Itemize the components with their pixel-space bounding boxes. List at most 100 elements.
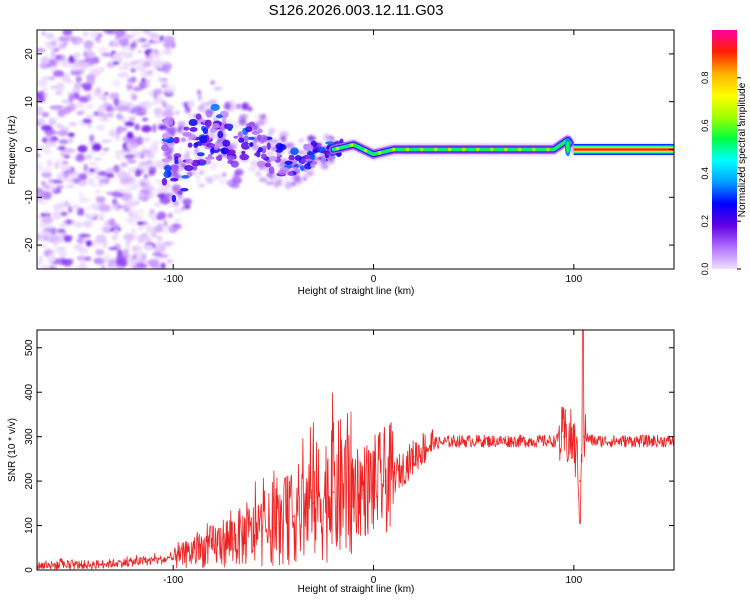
noise-blob (124, 153, 135, 160)
snr-plot-area (37, 330, 674, 570)
colorbar-tick-label: 0.0 (700, 263, 710, 276)
noise-blob (47, 253, 56, 263)
noise-blob (60, 211, 68, 217)
noise-blob (48, 58, 59, 68)
noise-blob (161, 100, 167, 108)
noise-blob (77, 179, 87, 187)
noise-blob (89, 134, 95, 143)
noise-blob (156, 222, 163, 232)
signal-blob (233, 135, 239, 139)
noise-blob (86, 93, 91, 101)
noise-blob (178, 145, 183, 153)
noise-blob (98, 96, 104, 101)
noise-blob (89, 30, 100, 39)
noise-blob (83, 256, 92, 262)
noise-blob (151, 217, 156, 224)
noise-blob (56, 246, 67, 251)
noise-blob (58, 35, 69, 42)
noise-blob (124, 200, 131, 205)
noise-blob (142, 30, 151, 34)
signal-blob (220, 124, 225, 131)
noise-blob (134, 169, 142, 177)
noise-blob (279, 130, 290, 139)
noise-blob (55, 90, 63, 96)
ridge-dot (391, 147, 396, 152)
noise-blob (137, 223, 145, 231)
noise-blob (115, 258, 128, 267)
snr-point (332, 491, 335, 494)
noise-blob (151, 48, 159, 55)
noise-blob (128, 212, 133, 217)
noise-blob (98, 212, 105, 219)
noise-blob (129, 62, 135, 70)
noise-blob (52, 211, 61, 221)
signal-blob (311, 161, 318, 165)
noise-blob (134, 123, 141, 131)
signal-blob (222, 139, 231, 147)
noise-blob (166, 225, 175, 231)
noise-blob (132, 232, 140, 241)
signal-blob (241, 141, 250, 150)
signal-blob (217, 154, 223, 162)
noise-blob (106, 62, 115, 69)
signal-blob (163, 170, 171, 179)
noise-blob (90, 202, 98, 210)
noise-blob (262, 117, 269, 124)
noise-blob (63, 148, 76, 153)
noise-blob (162, 64, 171, 69)
noise-blob (50, 106, 62, 112)
signal-blob (251, 130, 260, 135)
noise-blob (234, 168, 244, 176)
noise-blob (143, 244, 154, 251)
noise-blob (42, 167, 53, 174)
noise-blob (224, 101, 231, 111)
noise-blob (146, 226, 155, 235)
noise-blob (229, 143, 237, 149)
signal-blob (241, 150, 246, 155)
noise-blob (169, 130, 176, 137)
noise-blob (222, 172, 227, 178)
noise-blob (129, 196, 136, 200)
noise-blob (231, 176, 242, 182)
noise-blob (52, 70, 65, 77)
noise-blob (170, 41, 176, 49)
signal-blob (180, 187, 189, 192)
noise-blob (57, 146, 66, 151)
noise-blob (137, 49, 142, 54)
signal-blob (202, 127, 209, 135)
chart-title: S126.2026.003.12.11.G03 (269, 2, 444, 19)
signal-blob (174, 155, 179, 162)
noise-blob (88, 162, 98, 166)
noise-blob (63, 106, 72, 115)
noise-blob (155, 178, 160, 182)
noise-blob (293, 174, 301, 183)
noise-blob (122, 248, 130, 253)
ridge-band (332, 138, 572, 156)
y-tick-label: 500 (24, 339, 35, 356)
noise-blob (92, 87, 103, 97)
signal-blob (257, 147, 263, 153)
noise-blob (253, 113, 263, 120)
snr-frame (36, 329, 675, 571)
signal-blob (256, 160, 267, 168)
signal-blob (249, 142, 254, 147)
signal-blob (191, 165, 198, 171)
noise-blob (50, 50, 57, 57)
noise-blob (80, 174, 87, 180)
noise-blob (73, 53, 81, 59)
snr-point (532, 440, 535, 442)
colorbar-tick-label: 0.6 (700, 119, 710, 132)
signal-blob (287, 172, 294, 176)
noise-blob (131, 30, 141, 38)
y-tick-label: 0 (24, 146, 35, 152)
noise-blob (118, 37, 130, 47)
noise-blob (125, 186, 133, 196)
x-tick-label: -100 (163, 274, 183, 285)
snr-y-ticks: 0 100 200 300 400 500 (24, 339, 674, 573)
noise-blob (138, 102, 147, 107)
noise-blob (128, 116, 136, 122)
y-tick-label: 20 (24, 48, 35, 60)
noise-blob (73, 82, 84, 89)
signal-blob (221, 116, 227, 124)
signal-blob (182, 131, 192, 137)
